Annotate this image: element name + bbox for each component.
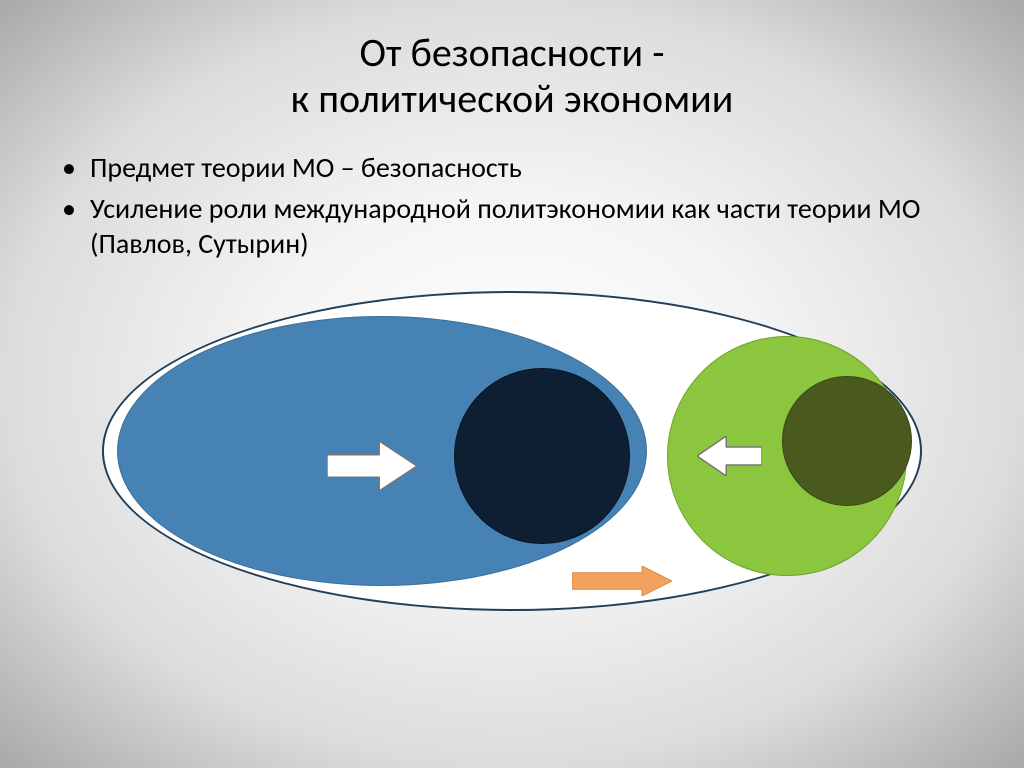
arrow-orange-icon xyxy=(572,566,672,596)
bullet-item: Предмет теории МО – безопасность xyxy=(90,150,974,185)
dark-circle xyxy=(454,368,630,544)
venn-diagram xyxy=(72,281,952,621)
olive-circle xyxy=(782,376,912,506)
title-line-2: к политической экономии xyxy=(291,74,734,123)
arrow-right-white-icon xyxy=(327,441,417,491)
slide-title: От безопасности - к политической экономи… xyxy=(50,30,974,122)
bullet-item: Усиление роли международной политэкономи… xyxy=(90,191,974,261)
arrow-left-white-icon xyxy=(697,436,762,476)
title-line-1: От безопасности - xyxy=(360,28,665,77)
bullet-list: Предмет теории МО – безопасность Усилени… xyxy=(50,150,974,261)
